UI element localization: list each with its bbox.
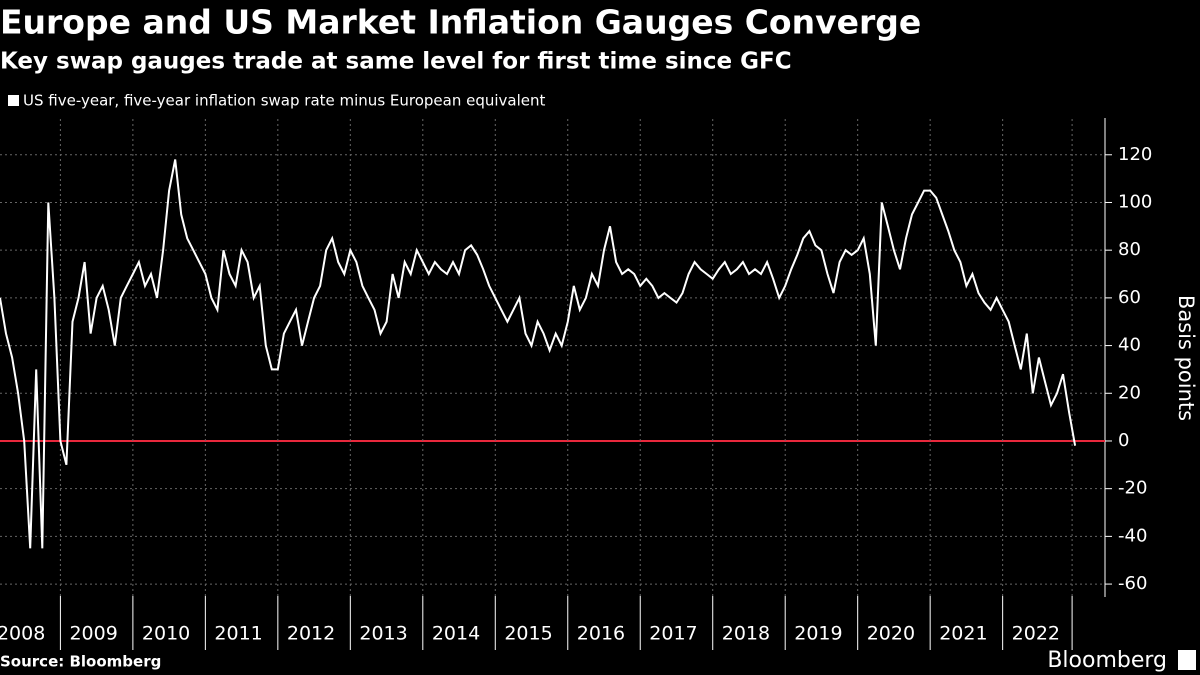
data-line xyxy=(0,159,1077,549)
source: Source: Bloomberg xyxy=(0,653,161,671)
x-tick-label: 2017 xyxy=(649,623,697,645)
y-tick-label: 60 xyxy=(1118,287,1141,308)
x-tick-label: 2013 xyxy=(359,623,407,645)
x-tick-label: 2010 xyxy=(142,623,190,645)
y-tick-label: 100 xyxy=(1118,191,1152,212)
logo: Bloomberg xyxy=(1047,648,1167,673)
x-tick-label: 2022 xyxy=(1012,623,1060,645)
x-tick-label: 2008 xyxy=(0,623,45,645)
x-tick-label: 2009 xyxy=(69,623,117,645)
legend-label: US five-year, five-year inflation swap r… xyxy=(23,92,546,110)
x-tick-label: 2021 xyxy=(939,623,987,645)
chart-title: Europe and US Market Inflation Gauges Co… xyxy=(0,3,921,42)
x-tick-label: 2019 xyxy=(794,623,842,645)
logo-icon xyxy=(1178,650,1196,670)
y-tick-label: -20 xyxy=(1118,478,1147,499)
x-tick-label: 2012 xyxy=(287,623,335,645)
y-axis-label: Basis points xyxy=(1174,295,1198,421)
y-tick-label: 120 xyxy=(1118,144,1152,165)
chart-subtitle: Key swap gauges trade at same level for … xyxy=(0,49,792,75)
x-tick-label: 2016 xyxy=(577,623,625,645)
x-tick-label: 2020 xyxy=(867,623,915,645)
y-tick-label: 80 xyxy=(1118,239,1141,260)
y-tick-label: -60 xyxy=(1118,573,1147,594)
x-tick-label: 2011 xyxy=(214,623,262,645)
y-tick-label: 40 xyxy=(1118,335,1141,356)
x-tick-label: 2015 xyxy=(504,623,552,645)
y-tick-label: 0 xyxy=(1118,430,1129,451)
x-tick-label: 2014 xyxy=(432,623,480,645)
y-tick-label: -40 xyxy=(1118,525,1147,546)
x-tick-label: 2018 xyxy=(722,623,770,645)
y-tick-label: 20 xyxy=(1118,382,1141,403)
legend-swatch xyxy=(8,95,19,106)
